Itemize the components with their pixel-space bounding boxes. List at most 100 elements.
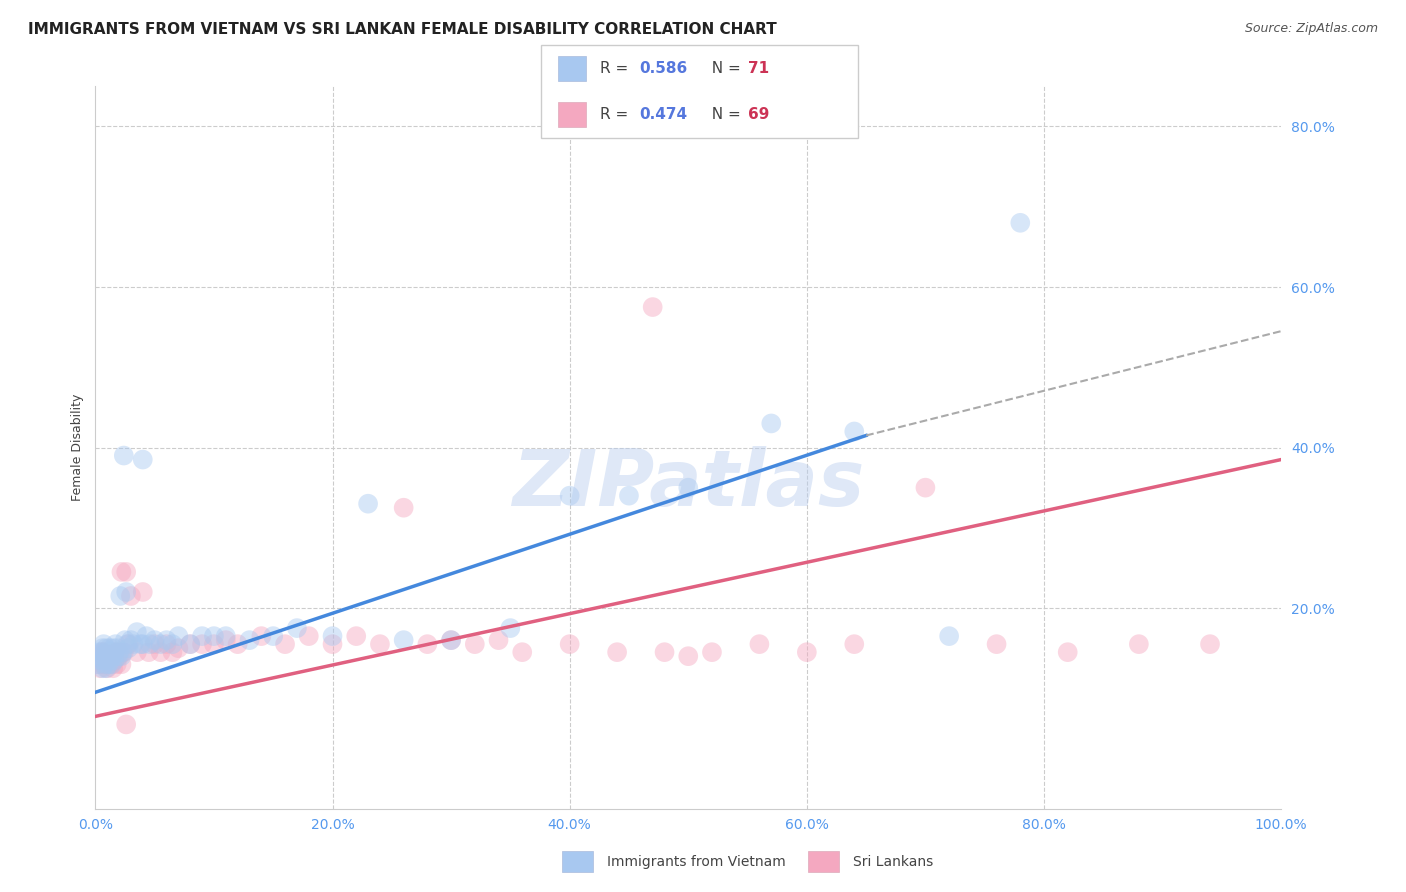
Text: Sri Lankans: Sri Lankans (853, 855, 934, 869)
Point (155, 633, 177, 648)
Point (122, 637, 145, 651)
Point (90, 653, 112, 667)
Point (844, 425, 866, 439)
Point (499, 621, 522, 635)
Point (101, 649, 124, 664)
Point (191, 637, 214, 651)
Point (167, 629, 190, 643)
Point (464, 637, 486, 651)
Text: R =: R = (600, 107, 634, 122)
Point (1010, 216, 1032, 230)
Point (321, 637, 343, 651)
Text: N =: N = (702, 107, 745, 122)
Point (101, 661, 124, 675)
Point (120, 633, 142, 648)
Point (94, 661, 117, 675)
Point (132, 585, 155, 599)
Text: 69: 69 (748, 107, 769, 122)
Point (606, 645, 628, 659)
Point (132, 452, 155, 467)
Point (89, 653, 111, 667)
Point (112, 645, 135, 659)
Point (262, 629, 284, 643)
Point (110, 565, 132, 579)
Point (96, 653, 118, 667)
Point (101, 657, 124, 672)
Point (1056, 645, 1078, 659)
Point (100, 645, 122, 659)
Point (98, 645, 121, 659)
Point (129, 637, 152, 651)
Point (285, 621, 308, 635)
Point (94, 657, 117, 672)
Point (115, 717, 138, 731)
Point (132, 637, 155, 651)
Point (250, 629, 273, 643)
Point (104, 637, 127, 651)
Point (617, 489, 640, 503)
Point (110, 649, 132, 664)
Point (1128, 637, 1150, 651)
Point (93, 653, 115, 667)
Point (440, 633, 463, 648)
Point (155, 637, 177, 651)
Point (90, 649, 112, 664)
Point (90, 645, 112, 659)
Point (103, 653, 125, 667)
Point (97, 657, 120, 672)
Point (215, 629, 238, 643)
Point (179, 637, 201, 651)
Point (125, 645, 148, 659)
Point (107, 649, 129, 664)
Point (101, 649, 124, 664)
Point (98, 641, 121, 656)
Point (94, 649, 117, 664)
Point (94, 641, 117, 656)
Point (392, 500, 415, 515)
Point (97, 653, 120, 667)
Point (89, 661, 111, 675)
Point (93, 653, 115, 667)
Point (139, 637, 162, 651)
Point (179, 637, 201, 651)
Point (357, 497, 380, 511)
Point (844, 637, 866, 651)
Text: Immigrants from Vietnam: Immigrants from Vietnam (607, 855, 786, 869)
Point (90, 649, 112, 664)
Point (93, 637, 115, 651)
Point (274, 637, 297, 651)
Point (105, 641, 128, 656)
Point (202, 637, 225, 651)
Point (91, 645, 114, 659)
Point (112, 449, 135, 463)
Point (321, 629, 343, 643)
Point (986, 637, 1008, 651)
Point (93, 645, 115, 659)
Point (91, 641, 114, 656)
Point (344, 629, 367, 643)
Point (117, 641, 139, 656)
Text: 71: 71 (748, 61, 769, 76)
Text: 0.474: 0.474 (640, 107, 688, 122)
Point (110, 657, 132, 672)
Point (191, 629, 214, 643)
Point (558, 637, 581, 651)
Point (91, 661, 114, 675)
Point (104, 645, 127, 659)
Point (654, 645, 676, 659)
Point (938, 629, 960, 643)
Point (558, 489, 581, 503)
Point (110, 589, 132, 603)
Point (94, 657, 117, 672)
Point (91, 657, 114, 672)
Point (103, 645, 125, 659)
Point (162, 645, 184, 659)
Point (226, 637, 249, 651)
Y-axis label: Female Disability: Female Disability (72, 394, 84, 501)
Point (100, 657, 122, 672)
Point (96, 661, 118, 675)
Point (238, 633, 260, 648)
Point (87, 657, 110, 672)
Point (914, 481, 936, 495)
Point (87, 657, 110, 672)
